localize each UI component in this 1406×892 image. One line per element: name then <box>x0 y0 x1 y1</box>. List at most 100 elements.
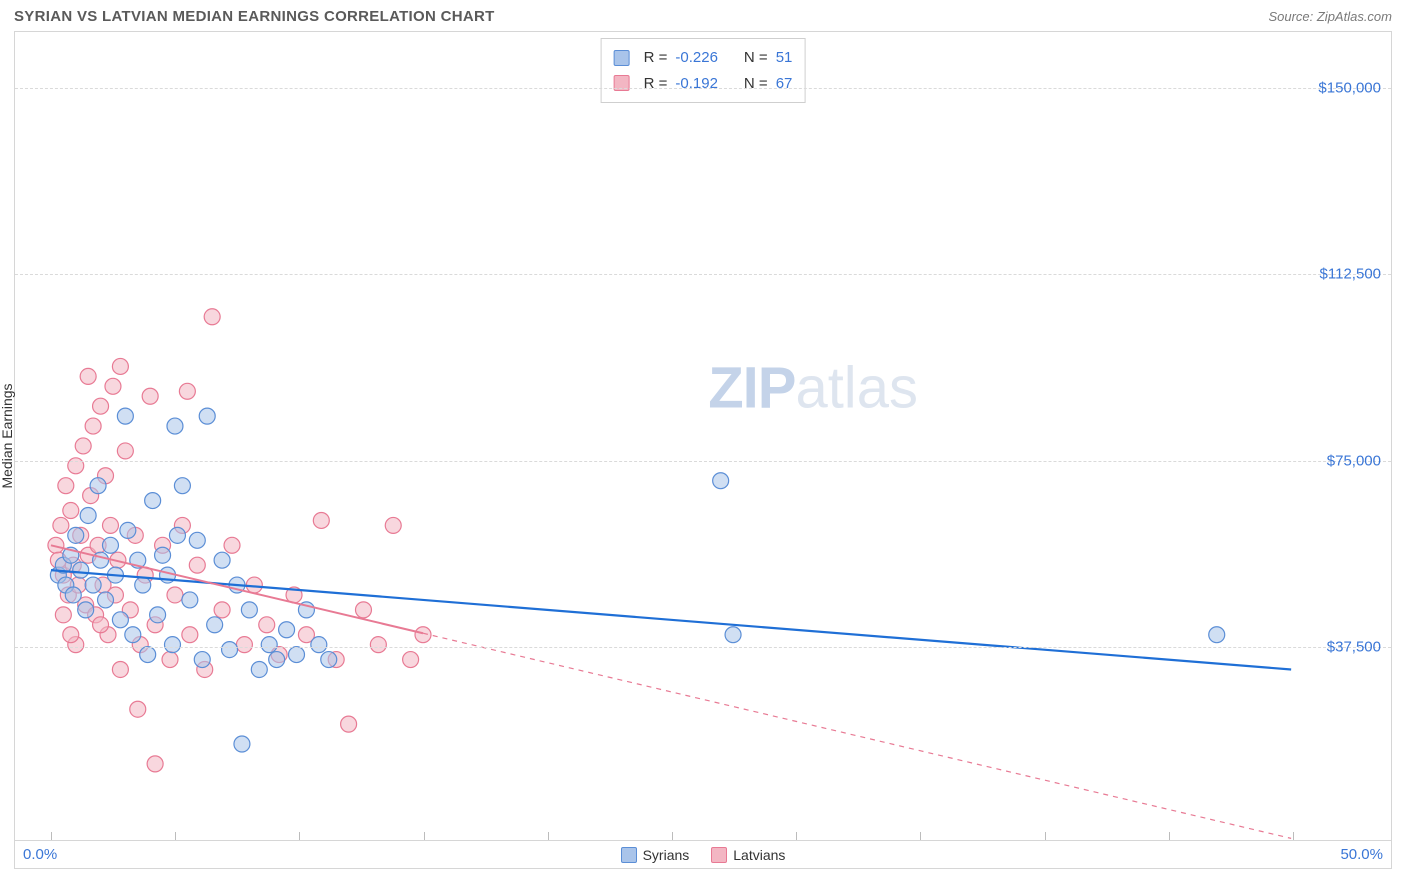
scatter-point-syrians <box>102 537 118 553</box>
scatter-point-latvians <box>142 388 158 404</box>
scatter-point-latvians <box>403 652 419 668</box>
gridline <box>15 647 1391 648</box>
scatter-point-syrians <box>713 473 729 489</box>
scatter-point-syrians <box>73 562 89 578</box>
x-tick <box>920 832 921 840</box>
gridline <box>15 274 1391 275</box>
scatter-point-latvians <box>102 517 118 533</box>
chart-header: SYRIAN VS LATVIAN MEDIAN EARNINGS CORREL… <box>0 0 1406 31</box>
scatter-point-latvians <box>80 368 96 384</box>
y-tick-label: $37,500 <box>1327 639 1381 656</box>
scatter-point-latvians <box>130 701 146 717</box>
scatter-point-syrians <box>85 577 101 593</box>
scatter-point-latvians <box>214 602 230 618</box>
scatter-point-latvians <box>55 607 71 623</box>
scatter-point-latvians <box>105 378 121 394</box>
x-axis-max-label: 50.0% <box>1340 846 1383 863</box>
scatter-point-latvians <box>370 637 386 653</box>
chart-title: SYRIAN VS LATVIAN MEDIAN EARNINGS CORREL… <box>14 8 495 25</box>
scatter-point-syrians <box>125 627 141 643</box>
scatter-point-syrians <box>135 577 151 593</box>
x-tick <box>1169 832 1170 840</box>
x-tick <box>299 832 300 840</box>
scatter-point-syrians <box>155 547 171 563</box>
scatter-point-syrians <box>68 527 84 543</box>
scatter-point-syrians <box>93 552 109 568</box>
scatter-point-latvians <box>117 443 133 459</box>
scatter-point-latvians <box>112 358 128 374</box>
source-prefix: Source: <box>1268 9 1316 24</box>
trend-line-syrians <box>51 570 1291 669</box>
scatter-point-syrians <box>234 736 250 752</box>
swatch-syrians <box>621 847 637 863</box>
scatter-point-syrians <box>182 592 198 608</box>
scatter-point-latvians <box>93 617 109 633</box>
scatter-point-latvians <box>355 602 371 618</box>
y-axis-label: Median Earnings <box>0 383 15 488</box>
scatter-point-syrians <box>167 418 183 434</box>
scatter-point-latvians <box>63 503 79 519</box>
scatter-point-syrians <box>98 592 114 608</box>
scatter-point-syrians <box>279 622 295 638</box>
x-axis-bar: 0.0% Syrians Latvians 50.0% <box>15 840 1391 868</box>
scatter-point-syrians <box>269 652 285 668</box>
source-name: ZipAtlas.com <box>1317 9 1392 24</box>
x-tick <box>51 832 52 840</box>
scatter-point-syrians <box>80 507 96 523</box>
source-attribution: Source: ZipAtlas.com <box>1268 9 1392 24</box>
scatter-point-syrians <box>145 493 161 509</box>
gridline <box>15 461 1391 462</box>
scatter-point-latvians <box>53 517 69 533</box>
legend-item-syrians: Syrians <box>621 847 690 863</box>
scatter-point-syrians <box>289 647 305 663</box>
scatter-point-syrians <box>261 637 277 653</box>
scatter-point-syrians <box>241 602 257 618</box>
scatter-point-syrians <box>214 552 230 568</box>
scatter-point-syrians <box>311 637 327 653</box>
series-legend: Syrians Latvians <box>621 847 786 863</box>
scatter-point-latvians <box>167 587 183 603</box>
scatter-point-latvians <box>75 438 91 454</box>
gridline <box>15 88 1391 89</box>
x-tick <box>424 832 425 840</box>
scatter-point-latvians <box>85 418 101 434</box>
scatter-point-latvians <box>182 627 198 643</box>
scatter-point-syrians <box>120 522 136 538</box>
x-tick <box>175 832 176 840</box>
trend-line-ext-latvians <box>423 633 1291 838</box>
scatter-point-latvians <box>93 398 109 414</box>
chart-container: Median Earnings ZIPatlas R = -0.226 N = … <box>14 31 1392 869</box>
x-tick <box>672 832 673 840</box>
scatter-point-latvians <box>313 512 329 528</box>
scatter-point-syrians <box>150 607 166 623</box>
scatter-point-latvians <box>48 537 64 553</box>
scatter-point-syrians <box>140 647 156 663</box>
scatter-point-syrians <box>321 652 337 668</box>
scatter-point-syrians <box>169 527 185 543</box>
scatter-point-latvians <box>58 478 74 494</box>
legend-item-latvians: Latvians <box>711 847 785 863</box>
scatter-point-latvians <box>179 383 195 399</box>
scatter-point-latvians <box>63 627 79 643</box>
swatch-latvians <box>711 847 727 863</box>
plot-area: Median Earnings ZIPatlas R = -0.226 N = … <box>15 32 1391 840</box>
scatter-point-latvians <box>112 661 128 677</box>
scatter-point-syrians <box>90 478 106 494</box>
scatter-point-syrians <box>222 642 238 658</box>
scatter-svg <box>15 32 1391 840</box>
scatter-point-syrians <box>65 587 81 603</box>
x-tick <box>548 832 549 840</box>
x-axis-min-label: 0.0% <box>23 846 57 863</box>
scatter-point-latvians <box>189 557 205 573</box>
scatter-point-syrians <box>251 661 267 677</box>
scatter-point-latvians <box>259 617 275 633</box>
scatter-point-syrians <box>199 408 215 424</box>
y-tick-label: $150,000 <box>1318 79 1381 96</box>
scatter-point-syrians <box>194 652 210 668</box>
scatter-point-syrians <box>207 617 223 633</box>
scatter-point-latvians <box>147 756 163 772</box>
scatter-point-latvians <box>224 537 240 553</box>
scatter-point-latvians <box>415 627 431 643</box>
scatter-point-latvians <box>236 637 252 653</box>
x-tick <box>1045 832 1046 840</box>
